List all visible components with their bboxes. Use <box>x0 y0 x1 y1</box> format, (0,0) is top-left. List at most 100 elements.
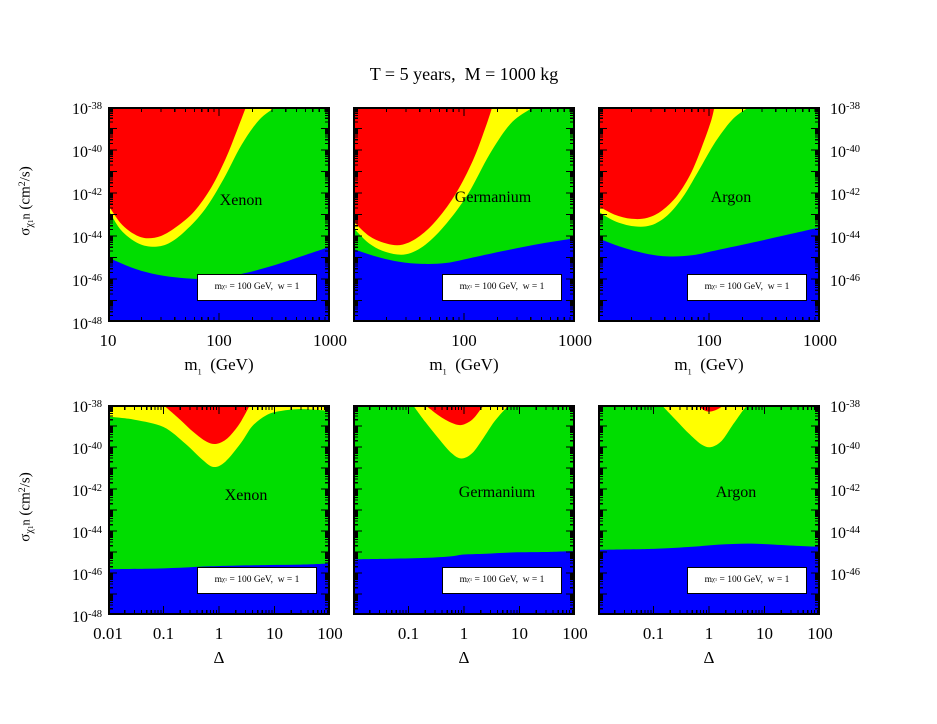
text-part: σ <box>17 227 34 236</box>
text-part: -48 <box>87 316 102 327</box>
x-tick-label-10: 10 <box>99 331 117 350</box>
y-tick-label--44: 10-44 <box>40 224 102 251</box>
x-tick-label-100: 100 <box>696 331 722 350</box>
x-tick-label-100: 100 <box>317 624 343 643</box>
text-part: m <box>214 574 222 585</box>
text-part: χ <box>711 576 715 584</box>
y-tick-label--38: 10-38 <box>830 95 892 122</box>
text-part: = 100 GeV, w = 1 <box>472 574 545 585</box>
text-part: m <box>704 574 712 585</box>
text-part: χ <box>466 283 470 291</box>
plot-frame <box>353 107 575 322</box>
text-part: χ <box>221 576 225 584</box>
region-red <box>425 405 485 426</box>
y-tick-label--42: 10-42 <box>40 477 102 504</box>
text-part: m <box>704 281 712 292</box>
text-part: 1 <box>687 367 692 377</box>
y-axis-title-top-row: σχ1n (cm2/s) <box>17 166 35 235</box>
text-part: = 100 GeV, w = 1 <box>717 281 790 292</box>
text-part: 1 <box>224 284 228 290</box>
y-tick-label--38: 10-38 <box>40 95 102 122</box>
text-part: χ <box>24 222 36 228</box>
text-part: 1 <box>714 577 718 583</box>
text-part: 10 <box>830 143 846 161</box>
axis-ticks <box>598 405 820 615</box>
text-part: 2 <box>16 487 28 493</box>
text-part: 10 <box>830 186 846 204</box>
region-red <box>598 107 715 220</box>
text-part: (cm <box>17 185 34 213</box>
y-tick-label--46: 10-46 <box>830 267 892 294</box>
y-axis-title-bottom-row: σχ1n (cm2/s) <box>17 472 35 541</box>
text-part: /s) <box>17 472 34 488</box>
y-tick-label--46: 10-46 <box>40 561 102 588</box>
text-part: 10 <box>830 100 846 118</box>
x-tick-label-1000: 1000 <box>313 331 347 350</box>
text-part: = 100 GeV, w = 1 <box>472 281 545 292</box>
text-part: m <box>674 355 688 374</box>
text-part: (cm <box>17 492 34 520</box>
text-part: 10 <box>71 143 88 161</box>
text-part: 10 <box>830 482 846 500</box>
text-part: χ <box>466 576 470 584</box>
text-part: -46 <box>87 567 102 578</box>
region-red <box>353 107 493 246</box>
text-part: 10 <box>71 440 88 458</box>
panel-name-label: Xenon <box>220 192 263 209</box>
region-yellow <box>412 405 511 459</box>
x-tick-label-100: 100 <box>206 331 232 350</box>
text-part: m <box>184 355 198 374</box>
text-part: -44 <box>846 525 861 536</box>
text-part: (GeV) <box>201 355 254 374</box>
x-tick-label-10: 10 <box>756 624 773 643</box>
x-tick-label-1: 1 <box>214 624 224 643</box>
text-part: n <box>18 519 33 526</box>
text-part: -38 <box>87 101 102 112</box>
x-axis-title-delta: Δ <box>459 648 470 668</box>
y-tick-label--38: 10-38 <box>830 393 892 420</box>
text-part: -40 <box>846 441 861 452</box>
x-axis-title-delta: Δ <box>704 648 715 668</box>
text-part: 10 <box>71 186 88 204</box>
x-tick-label-100: 100 <box>562 624 588 643</box>
y-tick-label--38: 10-38 <box>40 393 102 420</box>
text-part: σ <box>17 533 34 542</box>
x-tick-label-100: 100 <box>451 331 477 350</box>
plot-area-xenon-vs-mass: Xenon <box>108 107 330 322</box>
x-tick-label-0.1: 0.1 <box>152 624 175 643</box>
text-part: m <box>214 281 222 292</box>
y-tick-label--40: 10-40 <box>40 435 102 462</box>
text-part: n <box>18 212 33 219</box>
x-tick-label-1000: 1000 <box>558 331 592 350</box>
text-part: 1 <box>714 284 718 290</box>
y-tick-label--42: 10-42 <box>830 181 892 208</box>
text-part: 10 <box>71 524 88 542</box>
x-tick-label-10: 10 <box>266 624 283 643</box>
text-part: (GeV) <box>446 355 499 374</box>
y-tick-label--40: 10-40 <box>830 435 892 462</box>
text-part: χ <box>221 283 225 291</box>
y-tick-label--40: 10-40 <box>830 138 892 165</box>
region-yellow <box>661 405 748 448</box>
text-part: -38 <box>846 399 861 410</box>
x-tick-label-1000: 1000 <box>803 331 837 350</box>
x-axis-title-mass: m1 (GeV) <box>429 355 498 376</box>
text-part: 10 <box>71 566 88 584</box>
x-axis-title-mass: m1 (GeV) <box>184 355 253 376</box>
plot-frame <box>108 107 330 322</box>
text-part: m <box>459 281 467 292</box>
text-part: /s) <box>17 165 34 181</box>
text-part: 1 <box>224 577 228 583</box>
panel-name-label: Germanium <box>459 484 536 501</box>
text-part: -46 <box>846 273 861 284</box>
text-part: 10 <box>71 482 88 500</box>
text-part: -44 <box>846 230 861 241</box>
